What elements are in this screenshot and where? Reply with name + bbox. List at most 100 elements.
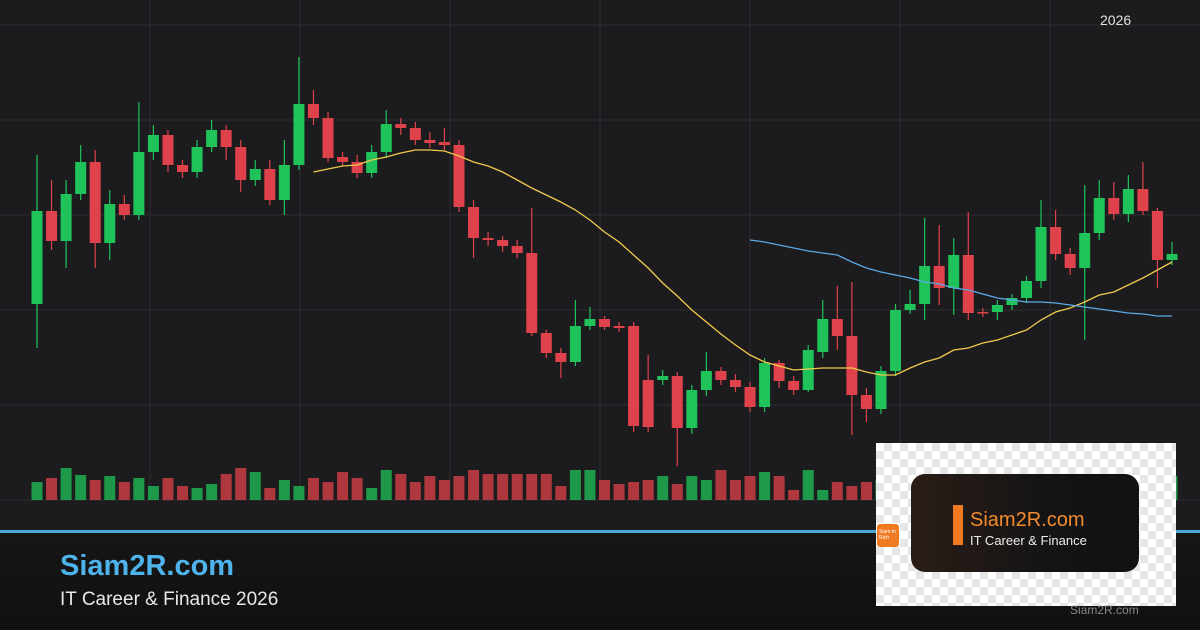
volume-bar	[511, 474, 523, 500]
logo-subtitle: IT Career & Finance	[970, 533, 1087, 548]
candle-body	[1108, 198, 1120, 214]
volume-bar	[60, 468, 72, 500]
volume-bar	[278, 480, 290, 500]
volume-bar	[133, 478, 145, 500]
volume-bar	[46, 478, 58, 500]
volume-bar	[75, 475, 87, 500]
candle-body	[802, 350, 814, 390]
candle-body	[511, 246, 523, 253]
candle-body	[744, 387, 756, 407]
site-name: Siam2R.com	[60, 550, 235, 582]
tagline: IT Career & Finance 2026	[60, 589, 279, 610]
footer-divider	[0, 530, 1200, 533]
candle-body	[584, 319, 596, 326]
candle-body	[1035, 227, 1047, 281]
volume-bar	[118, 482, 130, 500]
volume-bar	[802, 470, 814, 500]
candle-body	[220, 130, 232, 147]
volume-bar	[482, 474, 494, 500]
candle-body	[919, 266, 931, 304]
candle-body	[1151, 211, 1163, 260]
candle-body	[831, 319, 843, 336]
candle-body	[191, 147, 203, 172]
volume-bar	[846, 486, 858, 500]
volume-bar	[555, 486, 567, 500]
candle-body	[46, 211, 58, 241]
candle-body	[715, 371, 727, 380]
candle-body	[860, 395, 872, 409]
candle-body	[642, 380, 654, 427]
volume-bar	[104, 476, 116, 500]
candle-body	[1079, 233, 1091, 268]
volume-bar	[249, 472, 261, 500]
candle-body	[686, 390, 698, 428]
volume-bar	[759, 472, 771, 500]
candle-body	[599, 319, 610, 327]
candle-body	[962, 255, 974, 313]
candle-body	[817, 319, 829, 352]
logo-image: Siam2R.com IT Career & Finance Siam to R…	[876, 443, 1176, 606]
volume-bar	[89, 480, 101, 500]
volume-bar	[380, 470, 392, 500]
candle-body	[555, 353, 567, 362]
candle-body	[278, 165, 290, 200]
volume-bar	[147, 486, 159, 500]
volume-bar	[220, 474, 232, 500]
candle-body	[933, 266, 945, 288]
volume-bar	[409, 482, 421, 500]
volume-bar	[438, 480, 450, 500]
candle-body	[1166, 254, 1178, 260]
moving-average-line	[313, 149, 1173, 376]
candle-body	[118, 204, 130, 215]
candle-body	[424, 140, 436, 143]
candle-body	[133, 152, 145, 215]
candle-body	[380, 124, 392, 152]
candle-body	[1137, 189, 1149, 211]
volume-bar	[831, 482, 843, 500]
volume-bar	[526, 474, 538, 500]
candle-body	[235, 147, 247, 180]
candle-body	[438, 142, 450, 145]
candle-body	[75, 162, 87, 194]
candle-body	[249, 169, 261, 180]
volume-bar	[613, 484, 625, 500]
grid	[0, 0, 1200, 501]
volume-bar	[700, 480, 712, 500]
volume-bar	[162, 478, 174, 500]
volume-bar	[860, 482, 872, 500]
candle-body	[904, 304, 916, 310]
candle-body	[89, 162, 101, 243]
candle-body	[991, 305, 1003, 312]
candle-body	[162, 135, 174, 165]
candle-body	[1006, 298, 1018, 305]
candle-body	[671, 376, 683, 428]
candle-body	[60, 194, 72, 241]
candle-body	[1093, 198, 1105, 233]
candle-body	[307, 104, 319, 118]
volume-bar	[788, 490, 800, 500]
volume-bar	[497, 474, 509, 500]
volume-bar	[729, 480, 741, 500]
volume-bar	[264, 488, 276, 500]
volume-bar	[206, 484, 218, 500]
candle-body	[1050, 227, 1062, 254]
volume-bar	[31, 482, 43, 500]
volume-bar	[744, 476, 756, 500]
candle-body	[104, 204, 116, 243]
candle-body	[453, 145, 465, 207]
candle-body	[890, 310, 902, 371]
candle-body	[206, 130, 218, 147]
volume-bar	[599, 480, 610, 500]
logo-card: Siam2R.com IT Career & Finance	[911, 474, 1139, 572]
candle-body	[409, 128, 421, 140]
volume-bar	[584, 470, 596, 500]
volume-bar	[642, 480, 654, 500]
volume-bar	[468, 470, 480, 500]
candle-body	[395, 124, 407, 128]
volume-bar	[569, 470, 581, 500]
candle-body	[657, 376, 669, 380]
candle-body	[482, 238, 494, 240]
volume-bar	[366, 488, 378, 500]
candle-body	[788, 381, 800, 390]
